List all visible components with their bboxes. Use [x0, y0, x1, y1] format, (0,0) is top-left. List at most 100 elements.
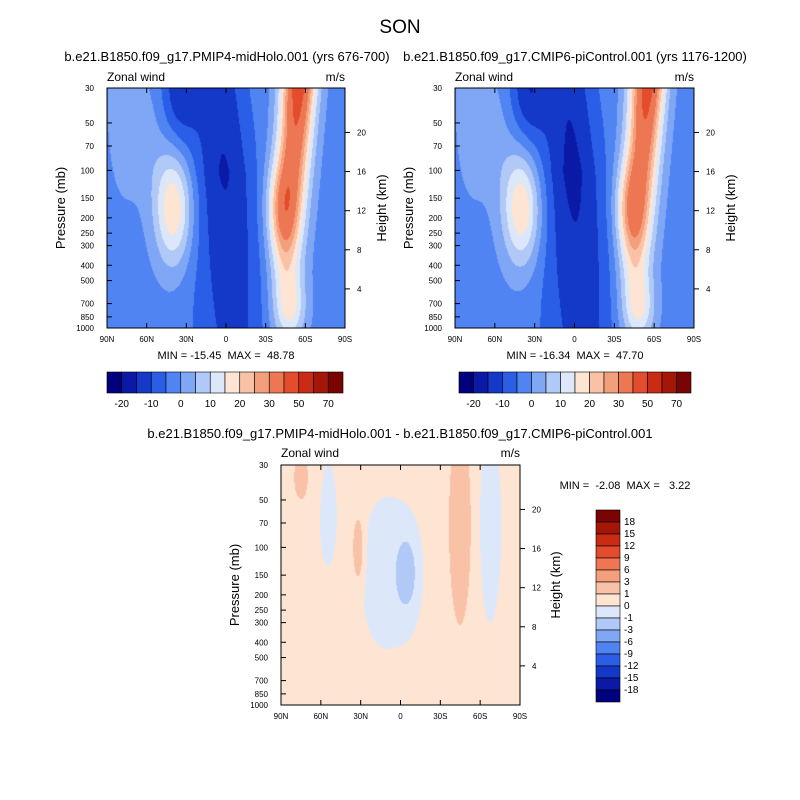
colorbar-swatch — [676, 371, 692, 394]
colorbar-swatch — [595, 509, 621, 523]
panel-3-min-max: MIN = -2.08 MAX = 3.22 — [560, 480, 691, 492]
right-tick-label: 8 — [357, 246, 362, 255]
y-tick-label: 400 — [255, 638, 269, 647]
right-tick-label: 16 — [706, 168, 715, 177]
panel-1-colorbar: -20 -10 0 10 20 30 50 70 — [106, 371, 344, 410]
colorbar-swatch — [150, 371, 167, 394]
colorbar-label: 12 — [624, 541, 636, 552]
panel-3-variable-label: Zonal wind — [281, 446, 339, 460]
right-tick-label: 4 — [706, 285, 711, 294]
colorbar-swatch — [502, 371, 518, 394]
y-tick-label: 850 — [429, 313, 443, 322]
colorbar-swatch — [106, 371, 123, 394]
x-tick-label: 90N — [274, 712, 289, 721]
panel-3-contour-field — [281, 465, 520, 705]
y-tick-label: 850 — [255, 690, 269, 699]
figure-title: SON — [379, 17, 420, 38]
panel-1-title: b.e21.B1850.f09_g17.PMIP4-midHolo.001 (y… — [64, 49, 389, 64]
y-tick-label: 500 — [255, 654, 269, 663]
panel-1-units-label: m/s — [326, 70, 345, 84]
colorbar-swatch — [595, 605, 621, 619]
colorbar-swatch — [595, 665, 621, 679]
colorbar-swatch — [313, 371, 329, 394]
x-tick-label: 0 — [398, 712, 403, 721]
y-tick-label: 30 — [85, 84, 94, 93]
y-tick-label: 200 — [81, 214, 95, 223]
colorbar-swatch — [165, 371, 182, 394]
panel-3-y-ticks: 30 50 70 100 150 200 250 300 400 500 700 850 1000 — [250, 461, 286, 710]
panel-2-right-ticks: 4 8 12 16 20 — [694, 128, 715, 294]
colorbar-label: 0 — [178, 399, 184, 410]
y-tick-label: 400 — [429, 261, 443, 270]
right-tick-label: 12 — [706, 207, 715, 216]
right-tick-label: 20 — [706, 128, 715, 137]
colorbar-label: 70 — [323, 399, 335, 410]
y-tick-label: 250 — [81, 229, 95, 238]
panel-2-min-max: MIN = -16.34 MAX = 47.70 — [507, 350, 644, 362]
y-tick-label: 150 — [81, 194, 95, 203]
x-tick-label: 30N — [179, 335, 194, 344]
colorbar-swatch — [595, 593, 621, 607]
x-tick-label: 90N — [100, 335, 115, 344]
colorbar-label: 30 — [613, 399, 625, 410]
colorbar-label: 50 — [642, 399, 654, 410]
colorbar-swatch — [516, 371, 532, 394]
colorbar-swatch — [268, 371, 285, 394]
colorbar-label: -20 — [115, 399, 130, 410]
y-tick-label: 50 — [433, 119, 442, 128]
colorbar-label: -10 — [144, 399, 159, 410]
panel-2-contour-field — [455, 88, 694, 328]
colorbar-swatch — [121, 371, 137, 394]
colorbar-label: 3 — [624, 577, 630, 588]
colorbar-swatch — [224, 371, 241, 394]
x-tick-label: 60S — [298, 335, 312, 344]
colorbar-label: 20 — [584, 399, 596, 410]
y-tick-label: 1000 — [250, 701, 268, 710]
y-tick-label: 100 — [81, 166, 95, 175]
colorbar-swatch — [136, 371, 152, 394]
y-tick-label: 100 — [255, 543, 269, 552]
colorbar-label: 18 — [624, 517, 636, 528]
colorbar-swatch — [632, 371, 648, 394]
y-tick-label: 70 — [259, 519, 268, 528]
colorbar-swatch — [283, 371, 300, 394]
colorbar-swatch — [545, 371, 561, 394]
panel-3-y-axis-label: Pressure (mb) — [227, 544, 242, 626]
y-tick-label: 150 — [255, 571, 269, 580]
colorbar-swatch — [560, 371, 576, 394]
colorbar-label: 9 — [624, 553, 630, 564]
colorbar-swatch — [595, 653, 621, 667]
colorbar-label: -1 — [624, 613, 633, 624]
right-tick-label: 12 — [357, 207, 366, 216]
x-tick-label: 30S — [607, 335, 621, 344]
y-tick-label: 300 — [429, 242, 443, 251]
panel-1-y-axis-label: Pressure (mb) — [53, 167, 68, 249]
x-tick-label: 30N — [527, 335, 542, 344]
colorbar-swatch — [618, 371, 634, 394]
x-tick-label: 60N — [487, 335, 502, 344]
colorbar-swatch — [595, 689, 621, 703]
colorbar-swatch — [595, 533, 621, 547]
colorbar-label: -12 — [624, 661, 639, 672]
colorbar-swatch — [574, 371, 590, 394]
colorbar-label: 0 — [529, 399, 535, 410]
colorbar-swatch — [595, 629, 621, 643]
colorbar-swatch — [239, 371, 255, 394]
colorbar-label: 10 — [205, 399, 217, 410]
panel-3-right-axis-label: Height (km) — [548, 551, 563, 618]
panel-2-title: b.e21.B1850.f09_g17.CMIP6-piControl.001 … — [403, 49, 747, 64]
colorbar-label: 6 — [624, 565, 630, 576]
y-tick-label: 200 — [429, 214, 443, 223]
y-tick-label: 300 — [81, 242, 95, 251]
colorbar-swatch — [254, 371, 270, 394]
panel-2: b.e21.B1850.f09_g17.CMIP6-piControl.001 … — [401, 49, 747, 410]
y-tick-label: 1000 — [424, 324, 442, 333]
panel-2-variable-label: Zonal wind — [455, 70, 513, 84]
y-tick-label: 50 — [85, 119, 94, 128]
colorbar-label: 15 — [624, 529, 636, 540]
colorbar-swatch — [595, 521, 621, 535]
panel-3-title: b.e21.B1850.f09_g17.PMIP4-midHolo.001 - … — [147, 426, 652, 441]
right-tick-label: 4 — [532, 662, 537, 671]
x-tick-label: 60N — [139, 335, 154, 344]
